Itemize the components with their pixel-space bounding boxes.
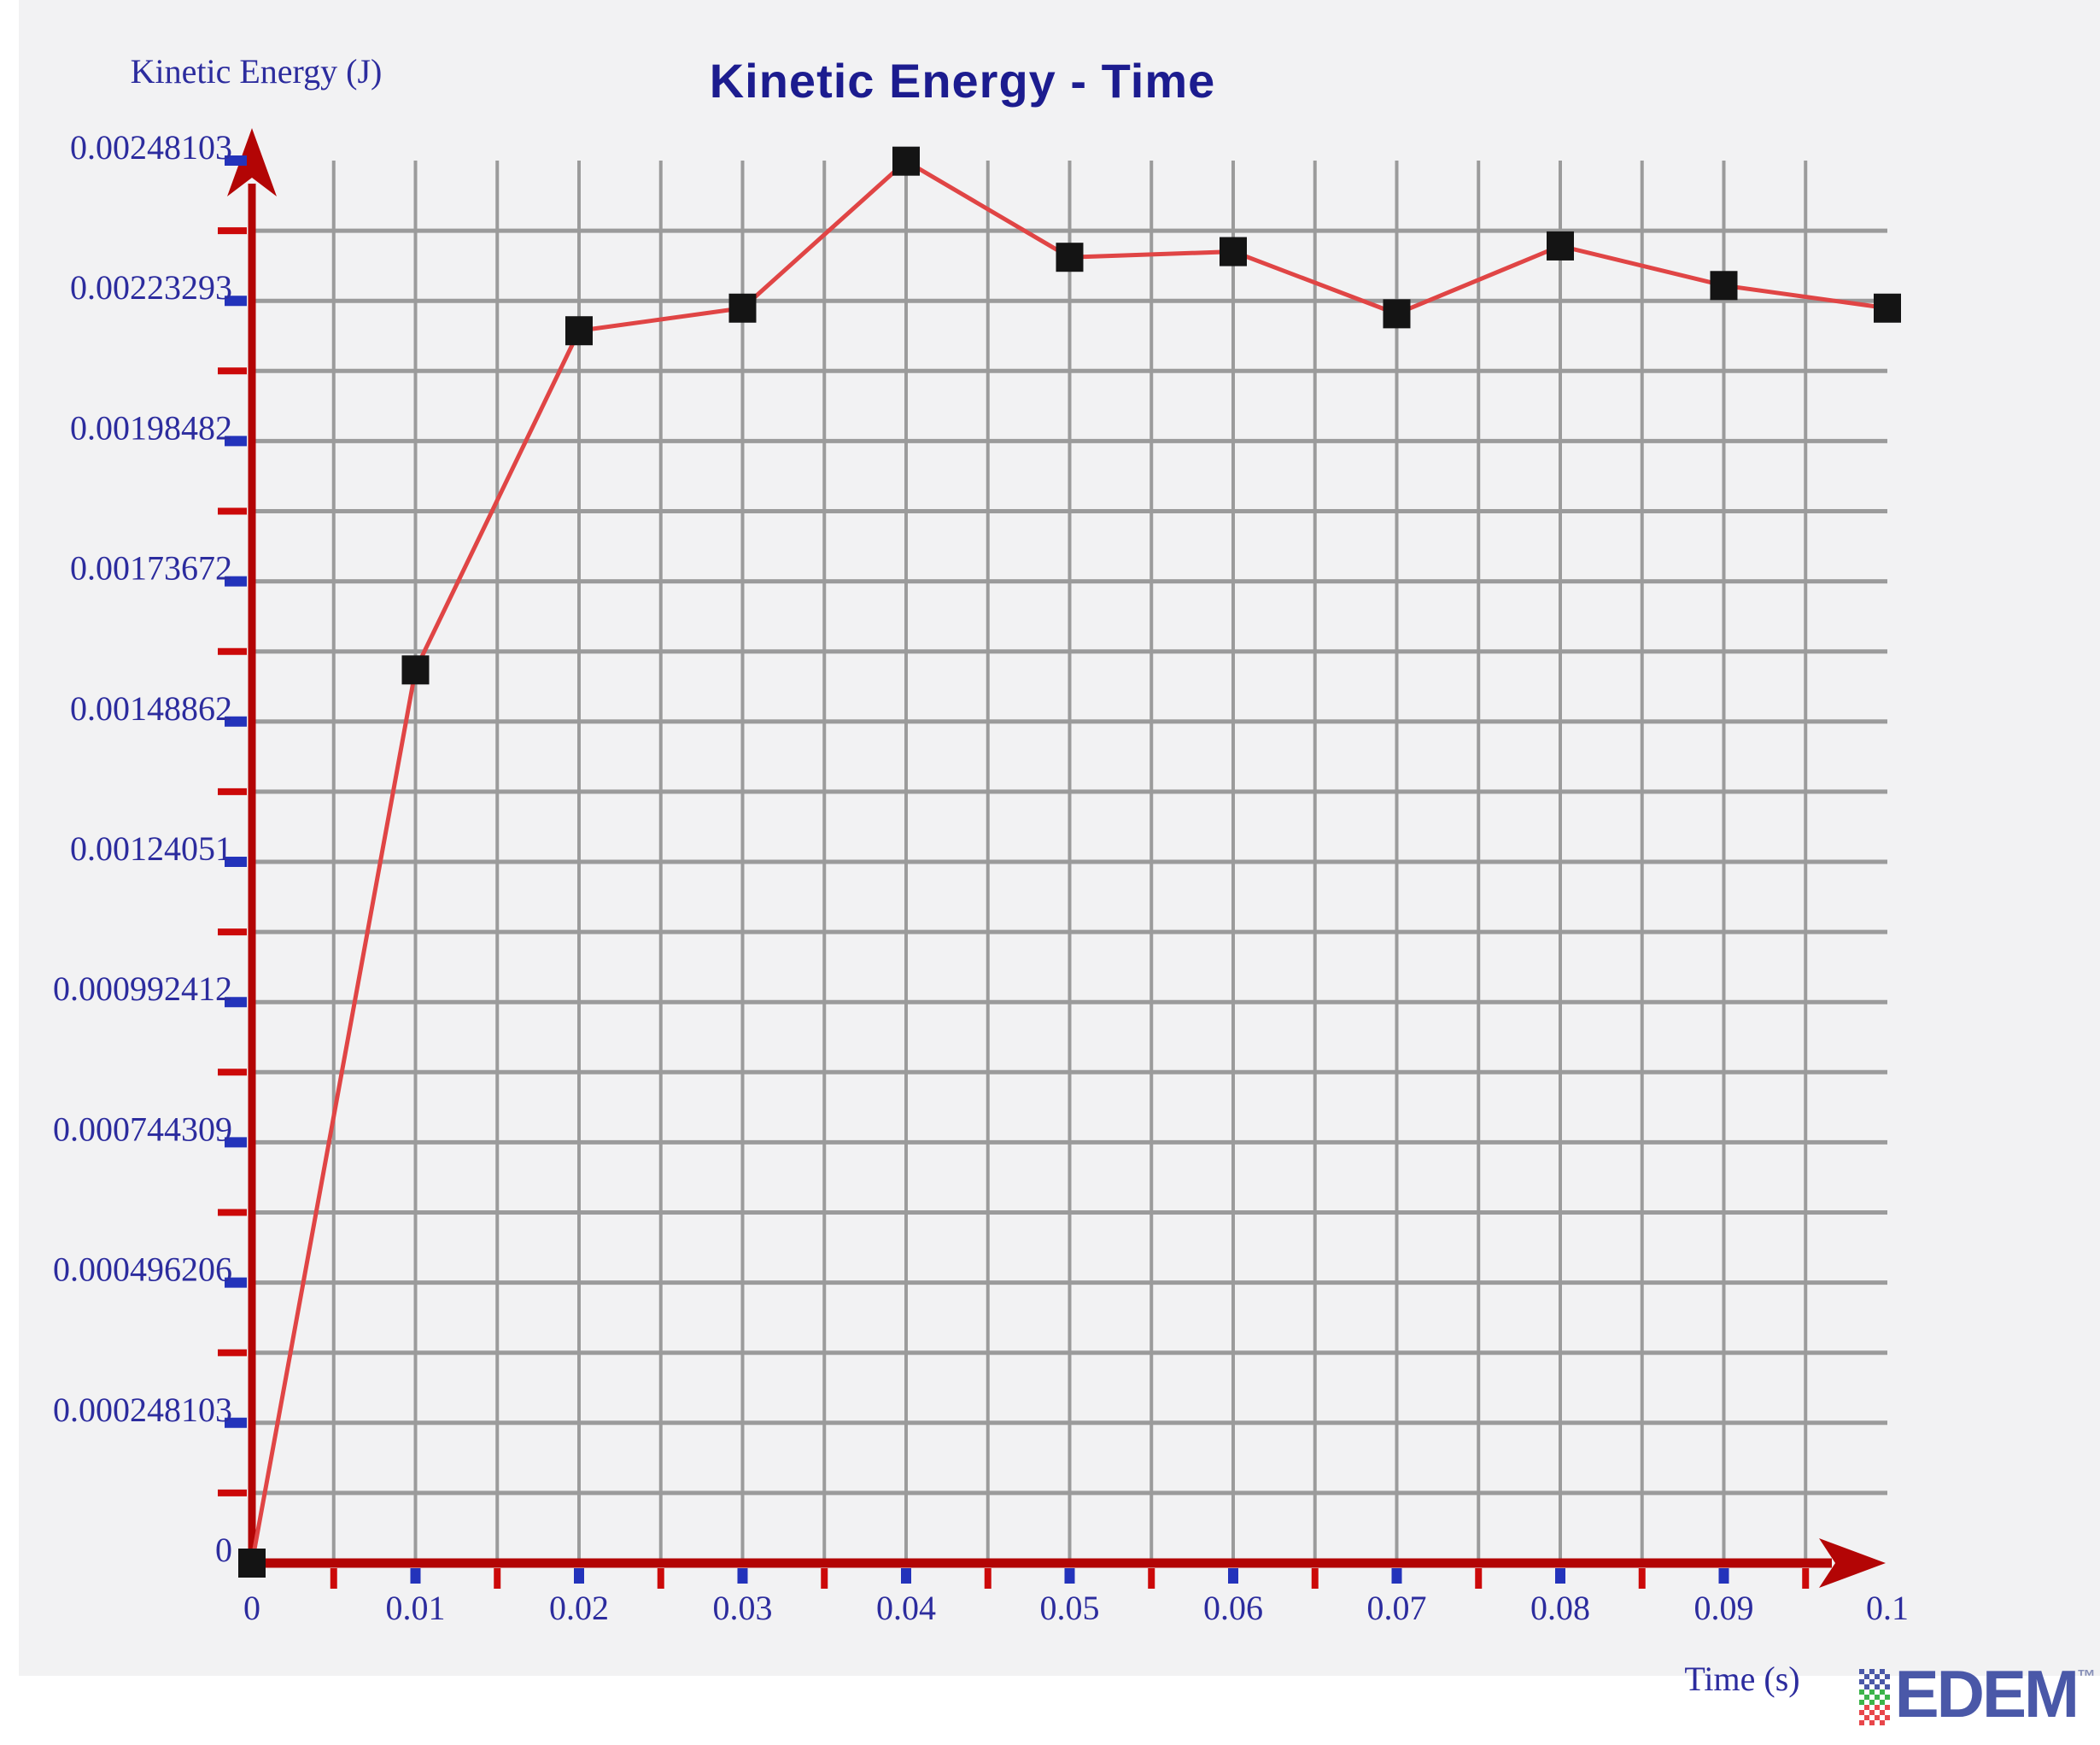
y-tick-label: 0.000744309 xyxy=(53,1110,232,1148)
checker-cell xyxy=(1874,1705,1880,1710)
checker-cell xyxy=(1858,1700,1864,1705)
checker-cell xyxy=(1879,1679,1885,1684)
checker-cell xyxy=(1884,1695,1890,1700)
checker-cell xyxy=(1879,1669,1885,1674)
checker-cell xyxy=(1863,1684,1869,1689)
checker-cell xyxy=(1869,1700,1875,1705)
checker-cell xyxy=(1863,1715,1869,1720)
checker-cell xyxy=(1863,1674,1869,1679)
checker-cell xyxy=(1884,1674,1890,1679)
checker-cell xyxy=(1874,1715,1880,1720)
y-axis-title: Kinetic Energy (J) xyxy=(130,52,383,91)
tick-labels: 0 0.000248103 0.000496206 0.000744309 0.0009… xyxy=(53,128,1909,1627)
x-tick-label: 0.07 xyxy=(1367,1589,1427,1627)
trademark-symbol: ™ xyxy=(2077,1666,2096,1687)
checker-cell xyxy=(1874,1684,1880,1689)
checker-cell xyxy=(1879,1720,1885,1725)
x-tick-label: 0 xyxy=(243,1589,260,1627)
x-tick-label: 0.1 xyxy=(1866,1589,1909,1627)
checker-cell xyxy=(1884,1684,1890,1689)
checker-cell xyxy=(1858,1669,1864,1674)
checker-cell xyxy=(1879,1710,1885,1715)
edem-logo-text: EDEM™ xyxy=(1894,1656,2096,1731)
data-marker xyxy=(1710,271,1738,301)
x-tick-label: 0.09 xyxy=(1694,1589,1754,1627)
x-tick-label: 0.01 xyxy=(386,1589,446,1627)
y-tick-label: 0.00223293 xyxy=(70,268,232,307)
edem-logo: EDEM™ xyxy=(1858,1656,2096,1731)
left-margin-strip xyxy=(0,0,19,1745)
y-tick-label: 0.000992412 xyxy=(53,969,232,1008)
checker-cell xyxy=(1874,1695,1880,1700)
x-axis-title: Time (s) xyxy=(1684,1660,1800,1698)
y-axis-arrow-icon xyxy=(227,128,277,196)
y-tick-label: 0.00148862 xyxy=(70,689,232,728)
checker-cell xyxy=(1858,1679,1864,1684)
data-marker xyxy=(728,293,757,323)
data-marker xyxy=(1874,293,1901,323)
x-tick-label: 0.04 xyxy=(876,1589,936,1627)
data-marker xyxy=(1547,231,1574,261)
y-tick-label: 0.00173672 xyxy=(70,549,232,588)
data-markers xyxy=(238,146,1901,1578)
y-tick-label: 0 xyxy=(215,1531,232,1569)
checker-cell xyxy=(1858,1720,1864,1725)
data-marker xyxy=(892,146,920,176)
x-tick-label: 0.03 xyxy=(713,1589,773,1627)
checker-cell xyxy=(1874,1674,1880,1679)
checker-cell xyxy=(1863,1695,1869,1700)
y-tick-label: 0.00198482 xyxy=(70,408,232,447)
y-tick-label: 0.00124051 xyxy=(70,829,232,868)
data-marker xyxy=(1383,299,1411,329)
y-tick-label: 0.000248103 xyxy=(53,1391,232,1429)
checker-cell xyxy=(1879,1689,1885,1695)
checker-cell xyxy=(1884,1705,1890,1710)
data-marker xyxy=(1220,237,1247,266)
y-tick-label: 0.000496206 xyxy=(53,1250,232,1289)
bottom-margin-strip xyxy=(0,1676,2100,1745)
checker-cell xyxy=(1884,1715,1890,1720)
x-tick-label: 0.08 xyxy=(1530,1589,1590,1627)
ticks xyxy=(218,155,1810,1589)
checker-cell xyxy=(1869,1689,1875,1695)
x-tick-label: 0.05 xyxy=(1040,1589,1100,1627)
checker-cell xyxy=(1869,1679,1875,1684)
x-tick-label: 0.06 xyxy=(1203,1589,1263,1627)
checker-cell xyxy=(1858,1689,1864,1695)
data-marker xyxy=(238,1549,266,1578)
axes xyxy=(227,128,1886,1588)
y-tick-label: 0.00248103 xyxy=(70,128,232,167)
x-axis-arrow-icon xyxy=(1819,1538,1886,1588)
checker-cell xyxy=(1869,1720,1875,1725)
edem-checker-icon xyxy=(1858,1669,1890,1725)
checker-cell xyxy=(1863,1705,1869,1710)
checker-cell xyxy=(1879,1700,1885,1705)
x-tick-label: 0.02 xyxy=(549,1589,609,1627)
gridlines xyxy=(252,161,1887,1563)
data-marker xyxy=(1056,243,1084,272)
page-title: Kinetic Energy - Time xyxy=(709,54,1216,108)
checker-cell xyxy=(1869,1669,1875,1674)
checker-cell xyxy=(1869,1710,1875,1715)
data-marker xyxy=(401,655,430,685)
checker-cell xyxy=(1858,1710,1864,1715)
data-marker xyxy=(565,316,593,346)
